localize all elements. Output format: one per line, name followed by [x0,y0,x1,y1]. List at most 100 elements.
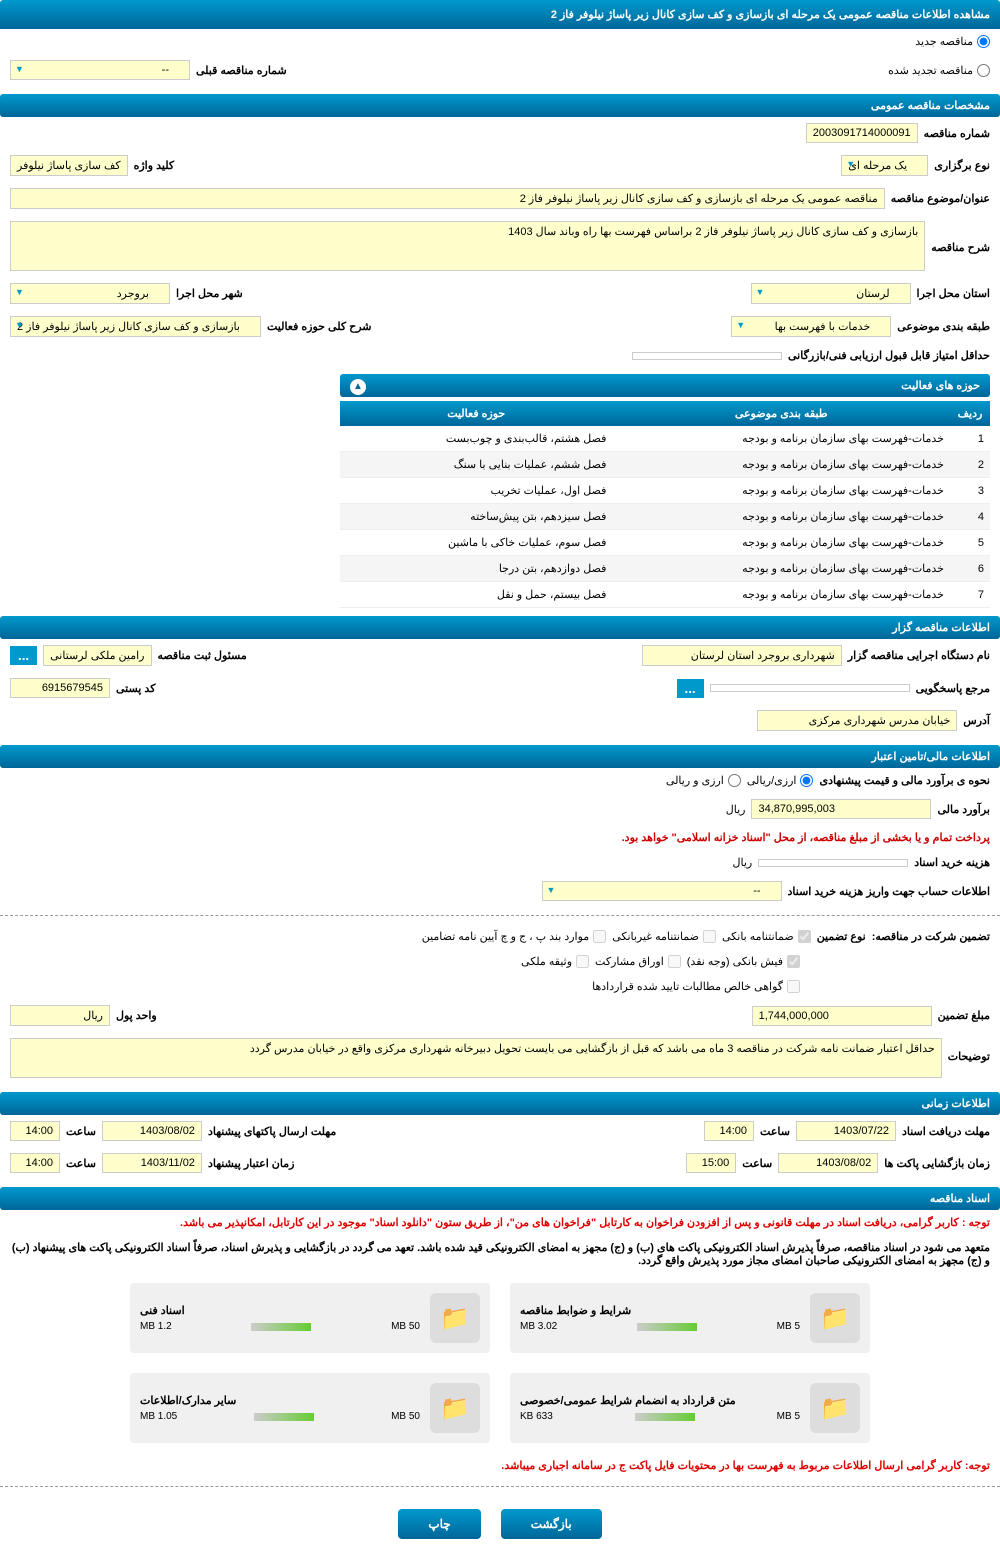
subject-value: مناقصه عمومی یک مرحله ای بازسازی و کف سا… [10,188,885,209]
chk-cash[interactable] [787,955,800,968]
guarantee-label: تضمین شرکت در مناقصه: [872,930,990,943]
send-deadline-date: 1403/08/02 [102,1121,202,1141]
file-bar [251,1323,311,1331]
doc-receive-label: مهلت دریافت اسناد [902,1125,990,1138]
radio-fx-rial[interactable] [800,774,813,787]
col-activity: حوزه فعالیت [340,401,612,426]
min-score-label: حداقل امتیاز قابل قبول ارزیابی فنی/بازرگ… [788,349,990,362]
open-time: 15:00 [686,1153,736,1173]
collapse-icon[interactable]: ▲ [350,379,366,395]
table-row: 5خدمات-فهرست بهای سازمان برنامه و بودجهف… [340,530,990,556]
table-row: 2خدمات-فهرست بهای سازمان برنامه و بودجهف… [340,452,990,478]
explain-value: حداقل اعتبار ضمانت نامه شرکت در مناقصه 3… [10,1038,942,1078]
validity-time: 14:00 [10,1153,60,1173]
doc-fee-label: هزینه خرید اسناد [914,856,990,869]
chk-nonbank[interactable] [703,930,716,943]
file-title: شرایط و ضوابط مناقصه [520,1304,800,1317]
doc-receive-time: 14:00 [704,1121,754,1141]
prev-tender-label: شماره مناقصه قبلی [196,64,287,77]
doc-footer-note: توجه: کاربر گرامی ارسال اطلاعات مربوط به… [0,1453,1000,1478]
tender-status-radios: مناقصه جدید [915,35,990,48]
table-row: 7خدمات-فهرست بهای سازمان برنامه و بودجهف… [340,582,990,608]
org-label: نام دستگاه اجرایی مناقصه گزار [848,649,990,662]
chk-bank[interactable] [798,930,811,943]
radio-fx-other[interactable] [728,774,741,787]
desc-label: شرح مناقصه [931,241,990,254]
explain-label: توضیحات [948,1050,990,1063]
guarantee-amount-label: مبلغ تضمین [938,1009,990,1022]
activity-desc-label: شرح کلی حوزه فعالیت [267,320,372,333]
response-ref-label: مرجع پاسخگویی [916,682,990,695]
reg-manager-label: مسئول ثبت مناقصه [158,649,247,662]
account-label: اطلاعات حساب جهت واریز هزینه خرید اسناد [788,885,990,898]
guarantee-unit: ریال [10,1005,110,1026]
file-card[interactable]: 📁 اسناد فنی 50 MB 1.2 MB [130,1283,490,1353]
file-title: اسناد فنی [140,1304,420,1317]
section-general: مشخصات مناقصه عمومی [0,94,1000,117]
radio-new-label: مناقصه جدید [915,35,973,48]
org-value: شهرداری بروجرد استان لرستان [642,645,842,666]
postal-value: 6915679545 [10,678,110,698]
province-dropdown[interactable]: لرستان [751,283,911,304]
estimate-method-label: نحوه ی برآورد مالی و قیمت پیشنهادی [819,774,990,787]
print-button[interactable]: چاپ [398,1509,480,1539]
chk-bonds[interactable] [668,955,681,968]
postal-label: کد پستی [116,682,155,695]
response-ref-input[interactable] [710,684,910,692]
guarantee-type-label: نوع تضمین [817,930,866,943]
table-row: 4خدمات-فهرست بهای سازمان برنامه و بودجهف… [340,504,990,530]
address-label: آدرس [963,714,990,727]
guarantee-amount: 1,744,000,000 [752,1006,932,1026]
file-title: سایر مدارک/اطلاعات [140,1394,420,1407]
category-dropdown[interactable]: خدمات با فهرست بها [731,316,891,337]
keyword-label: کلید واژه [134,159,174,172]
file-bar [637,1323,697,1331]
table-row: 1خدمات-فهرست بهای سازمان برنامه و بودجهف… [340,426,990,452]
send-deadline-label: مهلت ارسال پاکتهای پیشنهاد [208,1125,336,1138]
page-title: مشاهده اطلاعات مناقصه عمومی یک مرحله ای … [0,0,1000,29]
ellipsis-btn-2[interactable]: ... [677,679,704,698]
file-card[interactable]: 📁 سایر مدارک/اطلاعات 50 MB 1.05 MB [130,1373,490,1443]
chk-band[interactable] [593,930,606,943]
open-date: 1403/08/02 [778,1153,878,1173]
account-dropdown[interactable]: -- [542,881,782,901]
radio-renewed-label: مناقصه تجدید شده [888,64,973,77]
col-row: ردیف [950,401,990,426]
section-documents: اسناد مناقصه [0,1187,1000,1210]
tender-number: 2003091714000091 [806,123,918,143]
back-button[interactable]: بازگشت [501,1509,602,1539]
activity-table: ردیف طبقه بندی موضوعی حوزه فعالیت 1خدمات… [340,401,990,608]
desc-value: بازسازی و کف سازی کانال زیر پاساژ نیلوفر… [10,221,925,271]
file-title: متن قرارداد به انضمام شرایط عمومی/خصوصی [520,1394,800,1407]
city-dropdown[interactable]: بروجرد [10,283,170,304]
min-score-input[interactable] [632,352,782,360]
file-card[interactable]: 📁 شرایط و ضوابط مناقصه 5 MB 3.02 MB [510,1283,870,1353]
city-label: شهر محل اجرا [176,287,243,300]
type-dropdown[interactable]: یک مرحله ای [841,155,928,176]
chk-property[interactable] [576,955,589,968]
radio-renewed[interactable] [977,64,990,77]
col-category: طبقه بندی موضوعی [612,401,950,426]
file-bar [254,1413,314,1421]
ellipsis-btn-1[interactable]: ... [10,646,37,665]
prev-tender-dropdown[interactable]: -- [10,60,190,80]
chk-receivables[interactable] [787,980,800,993]
table-row: 3خدمات-فهرست بهای سازمان برنامه و بودجهف… [340,478,990,504]
folder-icon: 📁 [430,1383,480,1433]
doc-notice-2: متعهد می شود در اسناد مناقصه، صرفاً پذیر… [0,1235,1000,1273]
guarantee-unit-label: واحد پول [116,1009,157,1022]
file-bar [635,1413,695,1421]
section-timing: اطلاعات زمانی [0,1092,1000,1115]
address-value: خیابان مدرس شهرداری مرکزی [757,710,957,731]
estimate-label: برآورد مالی [937,803,990,816]
doc-fee-input[interactable] [758,859,908,867]
reg-manager-value: رامین ملکی لرستانی [43,645,151,666]
activity-desc-dropdown[interactable]: بازسازی و کف سازی کانال زیر پاساژ نیلوفر… [10,316,261,337]
validity-date: 1403/11/02 [102,1153,202,1173]
subject-label: عنوان/موضوع مناقصه [891,192,990,205]
radio-new[interactable] [977,35,990,48]
section-organizer: اطلاعات مناقصه گزار [0,616,1000,639]
tender-number-label: شماره مناقصه [924,127,990,140]
file-card[interactable]: 📁 متن قرارداد به انضمام شرایط عمومی/خصوص… [510,1373,870,1443]
province-label: استان محل اجرا [917,287,990,300]
